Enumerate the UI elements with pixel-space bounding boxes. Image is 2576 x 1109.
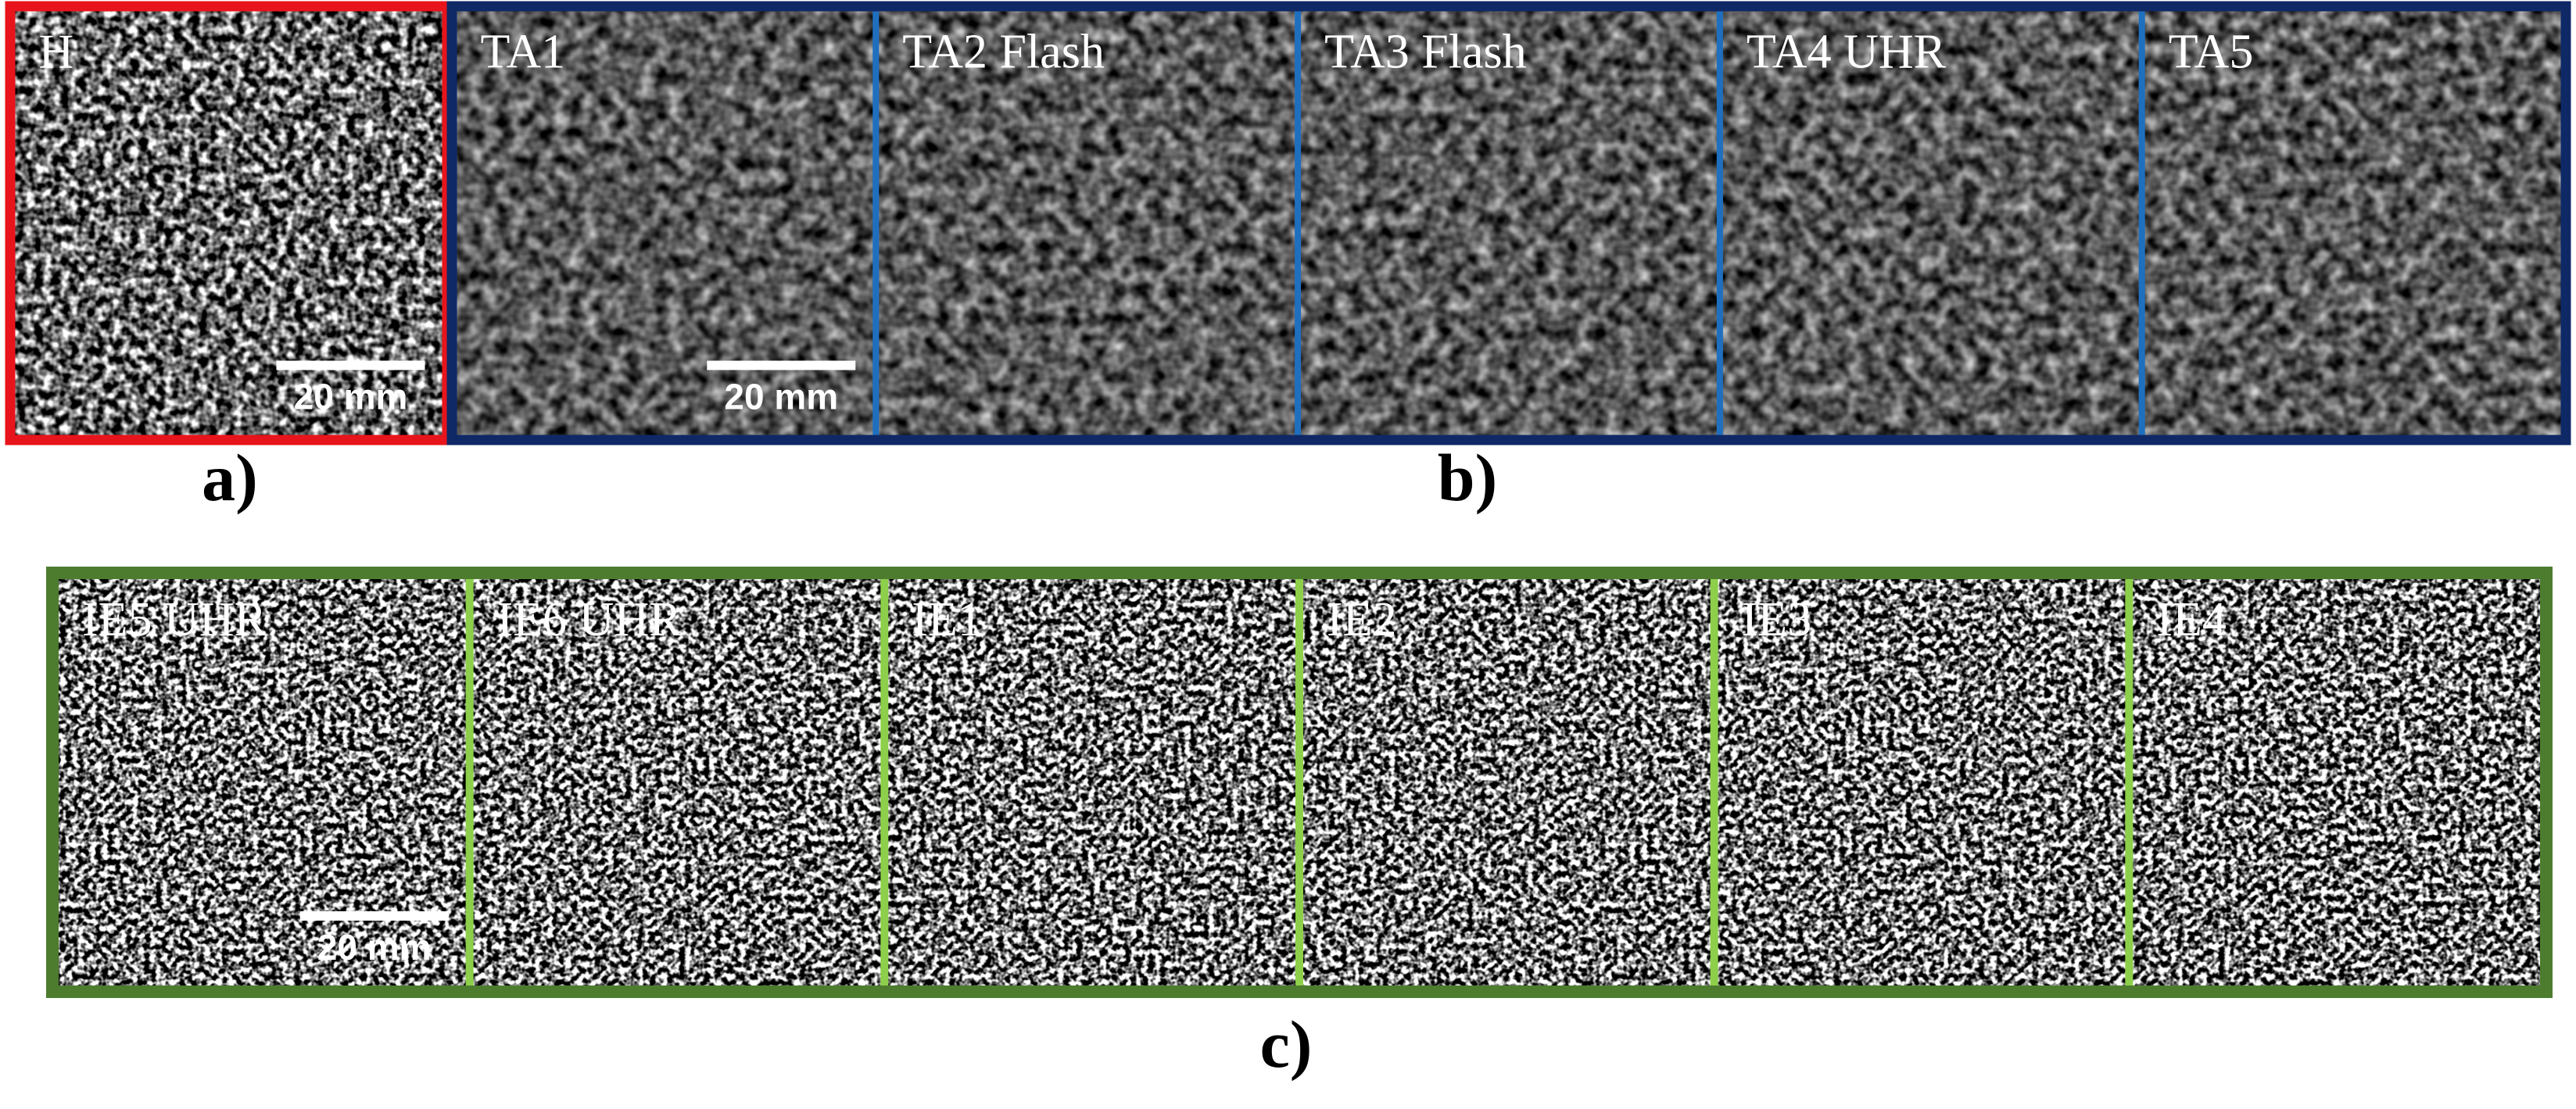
panel-separator [1295,579,1303,986]
panel-label: TA5 [2169,26,2254,79]
image-panel [2133,579,2540,986]
image-panel [1301,11,1717,435]
panel-label: IE2 [1327,593,1397,646]
scale-bar-label: 20 mm [317,927,432,968]
image-panel [1718,579,2126,986]
group-caption: b) [1438,440,1497,515]
panel-label: TA2 Flash [902,26,1105,79]
scale-bar [276,360,425,370]
panel-separator [465,579,474,986]
scale-bar [707,360,856,370]
panel-label: TA1 [481,26,566,79]
group-frame [46,567,2553,998]
panel-label: IE3 [1742,593,1812,646]
scale-bar-label: 20 mm [294,377,408,417]
panel-separator [1295,11,1302,435]
image-panel [1303,579,1711,986]
panel-label: IE1 [912,593,982,646]
image-panel [1722,11,2139,435]
panel-separator [872,11,880,435]
image-panel [15,11,442,435]
panel-label: TA4 UHR [1747,26,1947,79]
panel-label: H [39,26,74,79]
image-panel [888,579,1295,986]
panel-separator [1710,579,1718,986]
panel-separator [2138,11,2145,435]
panel-label: IE6 UHR [497,593,683,646]
panel-separator [2125,579,2134,986]
panel-separator [880,579,889,986]
image-panel [879,11,1295,435]
image-panel [2144,11,2561,435]
scale-bar [299,911,449,921]
scale-bar-label: 20 mm [724,377,838,417]
group-caption: a) [202,440,258,515]
panel-label: IE5 UHR [82,593,267,646]
panel-label: TA3 Flash [1324,26,1527,79]
image-panel [473,579,881,986]
panel-separator [1716,11,1723,435]
group-caption: c) [1260,1007,1313,1082]
panel-label: IE4 [2156,593,2227,646]
group-frame [446,1,2571,445]
